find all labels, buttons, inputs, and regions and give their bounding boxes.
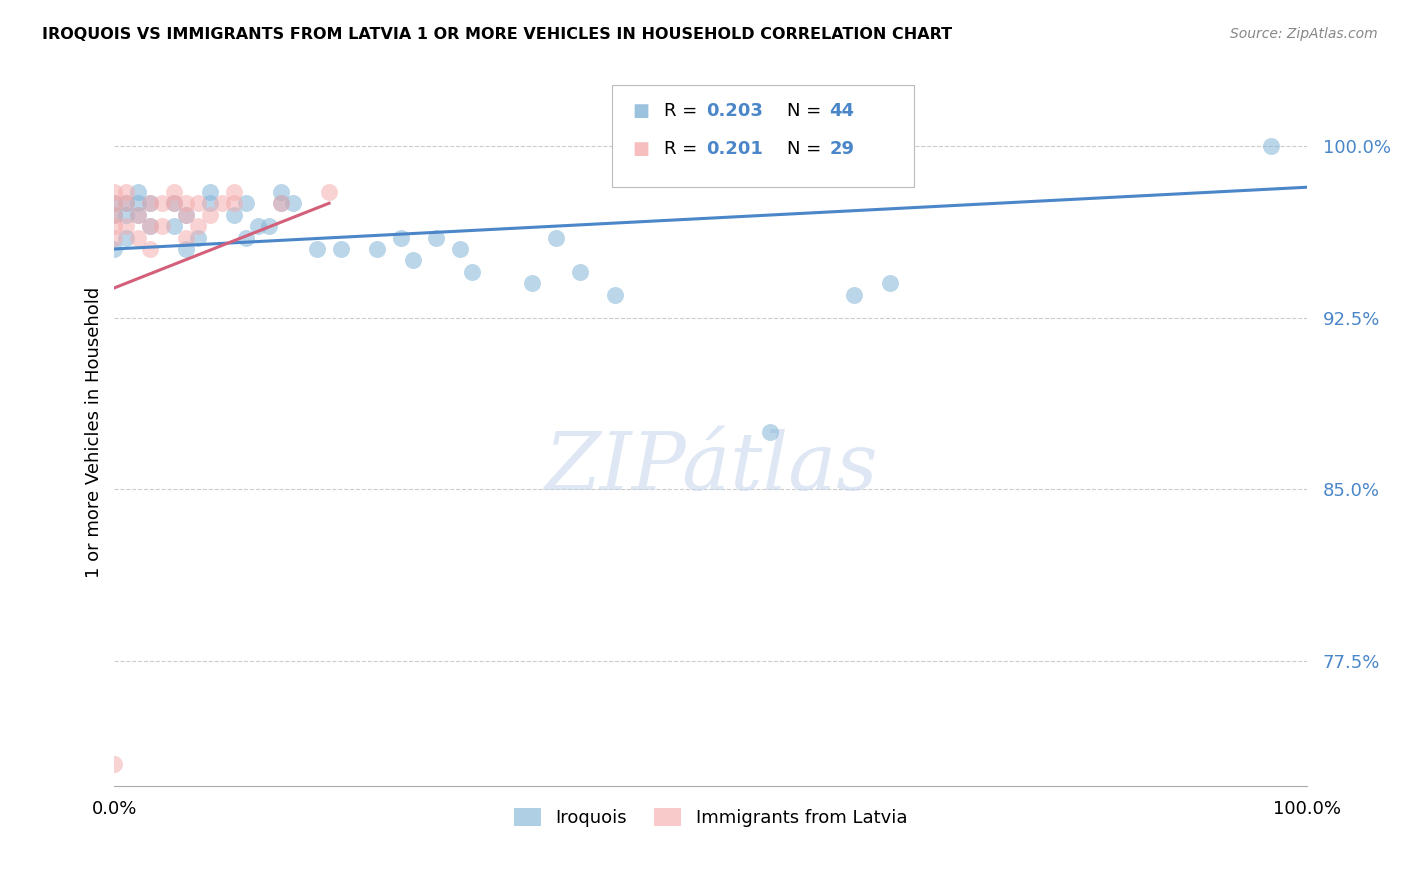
Point — [163, 196, 186, 211]
Point — [520, 277, 543, 291]
Point — [115, 230, 138, 244]
Point — [318, 185, 340, 199]
Point — [270, 185, 292, 199]
Point — [127, 230, 149, 244]
Point — [222, 196, 245, 211]
Point — [330, 242, 353, 256]
Point — [425, 230, 447, 244]
Text: 29: 29 — [830, 140, 855, 158]
Point — [127, 208, 149, 222]
Point — [270, 196, 292, 211]
Y-axis label: 1 or more Vehicles in Household: 1 or more Vehicles in Household — [86, 286, 103, 578]
Legend: Iroquois, Immigrants from Latvia: Iroquois, Immigrants from Latvia — [508, 800, 914, 834]
Point — [198, 185, 221, 199]
Point — [103, 756, 125, 771]
Point — [139, 196, 162, 211]
Point — [115, 208, 138, 222]
Point — [174, 208, 197, 222]
Point — [211, 196, 233, 211]
Point — [605, 287, 627, 301]
Point — [103, 242, 125, 256]
Point — [139, 196, 162, 211]
Point — [222, 185, 245, 199]
Point — [150, 196, 173, 211]
Point — [401, 253, 423, 268]
Point — [174, 208, 197, 222]
Point — [115, 196, 138, 211]
Point — [103, 208, 125, 222]
Point — [139, 242, 162, 256]
Point — [174, 230, 197, 244]
Point — [461, 265, 484, 279]
Point — [187, 196, 209, 211]
Point — [103, 185, 125, 199]
Point — [544, 230, 567, 244]
Point — [103, 219, 125, 233]
Point — [103, 230, 125, 244]
Point — [187, 230, 209, 244]
Point — [283, 196, 305, 211]
Text: 44: 44 — [830, 103, 855, 120]
Point — [246, 219, 269, 233]
Point — [163, 196, 186, 211]
Text: R =: R = — [664, 103, 703, 120]
Point — [163, 185, 186, 199]
Point — [139, 219, 162, 233]
Point — [307, 242, 329, 256]
Point — [449, 242, 471, 256]
Point — [842, 287, 865, 301]
Point — [115, 185, 138, 199]
Point — [127, 196, 149, 211]
Point — [1260, 139, 1282, 153]
Text: 0.203: 0.203 — [706, 103, 762, 120]
Point — [198, 208, 221, 222]
Point — [103, 208, 125, 222]
Point — [187, 219, 209, 233]
Point — [127, 185, 149, 199]
Point — [235, 230, 257, 244]
Point — [174, 242, 197, 256]
Point — [103, 196, 125, 211]
Point — [103, 196, 125, 211]
Point — [235, 196, 257, 211]
Point — [139, 219, 162, 233]
Point — [150, 219, 173, 233]
Text: ■: ■ — [633, 103, 650, 120]
Point — [198, 196, 221, 211]
Text: Source: ZipAtlas.com: Source: ZipAtlas.com — [1230, 27, 1378, 41]
Text: IROQUOIS VS IMMIGRANTS FROM LATVIA 1 OR MORE VEHICLES IN HOUSEHOLD CORRELATION C: IROQUOIS VS IMMIGRANTS FROM LATVIA 1 OR … — [42, 27, 952, 42]
Point — [163, 219, 186, 233]
Text: ZIPátlas: ZIPátlas — [544, 429, 877, 506]
Text: R =: R = — [664, 140, 703, 158]
Point — [270, 196, 292, 211]
Text: N =: N = — [787, 140, 827, 158]
Point — [174, 196, 197, 211]
Text: ■: ■ — [633, 140, 650, 158]
Point — [115, 219, 138, 233]
Point — [389, 230, 412, 244]
Point — [222, 208, 245, 222]
Text: N =: N = — [787, 103, 827, 120]
Point — [759, 425, 782, 439]
Point — [115, 196, 138, 211]
Point — [366, 242, 388, 256]
Text: 0.201: 0.201 — [706, 140, 762, 158]
Point — [127, 208, 149, 222]
Point — [568, 265, 591, 279]
Point — [259, 219, 281, 233]
Point — [879, 277, 901, 291]
